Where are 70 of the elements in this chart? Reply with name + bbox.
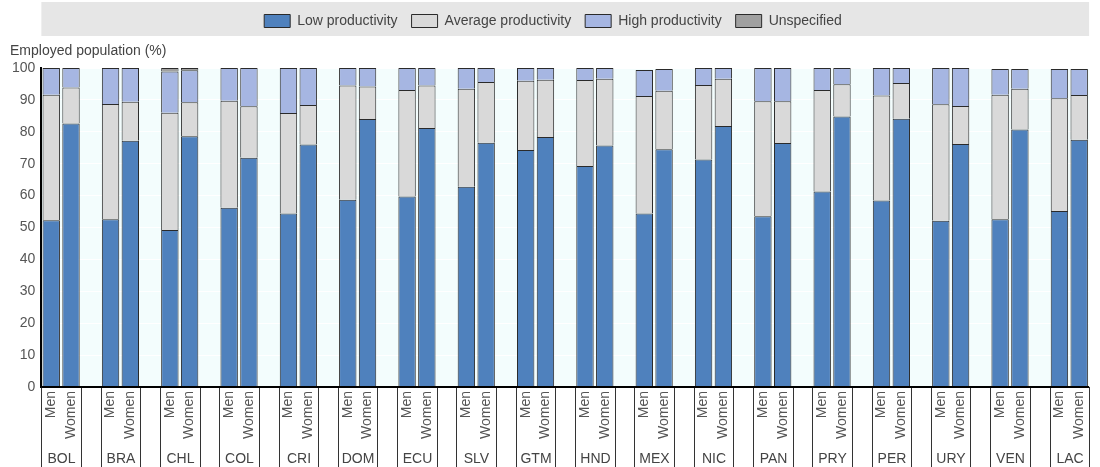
y-tick-label: 90	[19, 90, 36, 107]
x-tick-label: Women	[1010, 391, 1027, 439]
text: VEN	[996, 449, 1025, 466]
x-tick-label: Men	[1050, 391, 1067, 419]
legend-label: Low productivity	[297, 11, 398, 28]
x-tick-label: Men	[635, 391, 652, 419]
x-tick-label: Men	[220, 391, 237, 419]
y-tick-label: 70	[19, 154, 36, 171]
y-tick-label: 30	[19, 282, 36, 299]
x-tick-label: Women	[536, 391, 553, 439]
y-axis-title: Employed population (%)	[10, 41, 167, 58]
legend-label: Unspecified	[768, 11, 842, 28]
x-tick-label: Women	[951, 391, 968, 439]
x-tick-label: Men	[990, 391, 1007, 419]
x-tick-label: Men	[753, 391, 770, 419]
x-tick-label: Men	[279, 391, 296, 419]
text: BOL	[47, 449, 76, 466]
text: LAC	[1056, 449, 1084, 466]
text: COL	[225, 449, 255, 466]
x-tick-label: Women	[121, 391, 138, 439]
text: URY	[936, 449, 967, 466]
x-tick-label: Men	[338, 391, 355, 419]
text: PRY	[818, 449, 848, 466]
x-tick-label: Women	[714, 391, 731, 439]
x-tick-label: Women	[358, 391, 375, 439]
x-tick-label: Women	[61, 391, 78, 439]
x-tick-label: Women	[180, 391, 197, 439]
x-tick-label: Women	[477, 391, 494, 439]
x-tick-label: Men	[42, 391, 59, 419]
x-tick-label: Men	[397, 391, 414, 419]
text: PAN	[759, 449, 788, 466]
x-tick-label: Women	[417, 391, 434, 439]
text: PER	[877, 449, 907, 466]
y-tick-label: 60	[19, 186, 36, 203]
x-tick-label: Men	[101, 391, 118, 419]
x-tick-label: Women	[832, 391, 849, 439]
text: CHL	[166, 449, 195, 466]
x-tick-label: Men	[516, 391, 533, 419]
y-tick-label: 10	[19, 345, 36, 362]
x-tick-label: Men	[813, 391, 830, 419]
x-tick-label: Men	[694, 391, 711, 419]
legend-label: Average productivity	[444, 11, 572, 28]
y-tick-label: 20	[19, 314, 36, 331]
text: NIC	[701, 449, 727, 466]
text: MEX	[639, 449, 671, 466]
y-tick-label: 40	[19, 250, 36, 267]
text: GTM	[520, 449, 552, 466]
y-tick-label: 100	[12, 58, 36, 75]
text: SLV	[463, 449, 490, 466]
text: ECU	[402, 449, 433, 466]
text: CRI	[286, 449, 312, 466]
x-tick-label: Women	[595, 391, 612, 439]
y-tick-label: 0	[27, 377, 36, 394]
legend-label: High productivity	[618, 11, 722, 28]
x-tick-label: Men	[160, 391, 177, 419]
x-tick-label: Men	[457, 391, 474, 419]
y-tick-label: 80	[19, 122, 36, 139]
text: BRA	[106, 449, 137, 466]
x-tick-label: Men	[872, 391, 889, 419]
x-tick-label: Women	[1070, 391, 1087, 439]
x-tick-label: Women	[654, 391, 671, 439]
y-tick-label: 50	[19, 218, 36, 235]
x-tick-label: Women	[773, 391, 790, 439]
x-tick-label: Men	[931, 391, 948, 419]
x-tick-label: Women	[239, 391, 256, 439]
x-tick-label: Women	[892, 391, 909, 439]
text: HND	[580, 449, 611, 466]
text: DOM	[341, 449, 375, 466]
x-tick-label: Men	[575, 391, 592, 419]
x-tick-label: Women	[299, 391, 316, 439]
